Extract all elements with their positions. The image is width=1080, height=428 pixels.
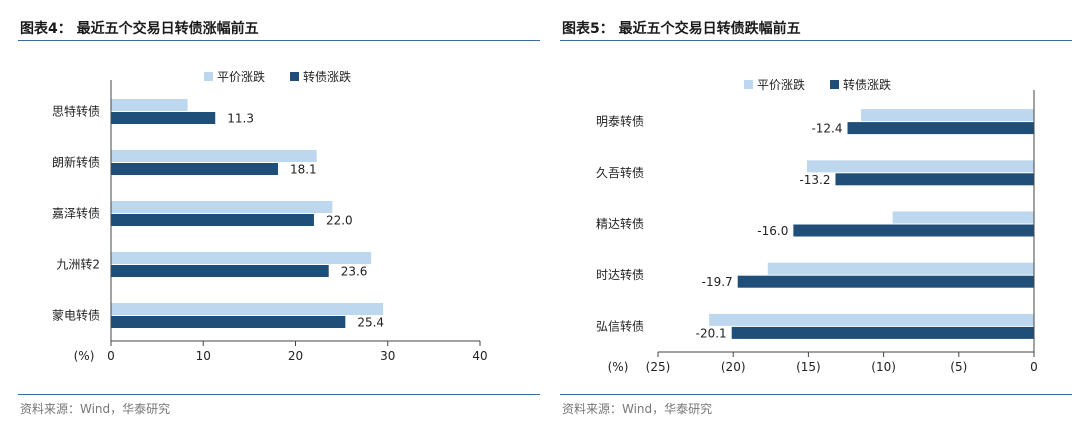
left-x-tick-label-1: 10 [196, 349, 211, 363]
right-bar-bond-3 [738, 276, 1034, 288]
right-x-tick-label-2: (15) [796, 360, 821, 374]
right-x-tick-label-4: (5) [950, 360, 967, 374]
left-x-tick-label-0: 0 [107, 349, 115, 363]
right-data-label-3: -19.7 [702, 275, 733, 289]
left-chart-panel: 图表4： 最近五个交易日转债涨幅前五 平价涨跌 转债涨跌思特转债 11.3 朗新转债 1… [18, 0, 540, 428]
right-data-label-1: -13.2 [799, 173, 830, 187]
right-legend-swatch-1 [830, 80, 839, 89]
left-category-label-3: 九洲转2 [56, 257, 100, 272]
left-legend-swatch-1 [290, 72, 299, 81]
right-category-label-3: 时达转债 [596, 267, 644, 282]
left-data-label-1: 18.1 [290, 163, 317, 177]
left-bar-parity-4 [111, 303, 383, 315]
left-data-label-2: 22.0 [326, 214, 353, 228]
right-source-divider [560, 394, 1072, 395]
left-bar-parity-0 [111, 99, 188, 111]
right-category-label-2: 精达转债 [596, 216, 644, 231]
left-unit-label: (%) [74, 349, 95, 363]
left-legend-label-1: 转债涨跌 [303, 69, 351, 84]
left-category-label-1: 朗新转债 [52, 155, 100, 170]
right-data-label-2: -16.0 [757, 224, 788, 238]
left-legend-label-0: 平价涨跌 [217, 69, 265, 84]
left-bar-parity-3 [111, 252, 371, 264]
right-bar-bond-2 [793, 225, 1034, 237]
left-category-label-4: 蒙电转债 [52, 308, 100, 323]
right-x-tick-label-0: (25) [646, 360, 671, 374]
right-bar-parity-2 [893, 212, 1034, 224]
right-category-label-4: 弘信转债 [596, 318, 644, 333]
left-bar-bond-3 [111, 265, 329, 277]
left-legend-swatch-0 [204, 72, 213, 81]
left-bar-parity-1 [111, 150, 317, 162]
right-category-label-0: 明泰转债 [596, 114, 644, 129]
right-legend-label-0: 平价涨跌 [757, 77, 805, 92]
left-x-tick-label-2: 20 [288, 349, 303, 363]
left-source-divider [18, 394, 540, 395]
left-bar-bond-2 [111, 214, 314, 226]
left-bar-bond-4 [111, 316, 345, 328]
right-x-tick-label-1: (20) [721, 360, 746, 374]
left-bar-parity-2 [111, 201, 332, 213]
right-bar-bond-1 [835, 173, 1034, 185]
right-bar-bond-4 [732, 327, 1034, 339]
left-category-label-2: 嘉泽转债 [52, 206, 100, 221]
left-data-label-0: 11.3 [227, 112, 254, 126]
left-x-tick-label-3: 30 [380, 349, 395, 363]
right-category-label-1: 久吾转债 [596, 165, 644, 180]
right-chart-panel: 图表5： 最近五个交易日转债跌幅前五 平价涨跌 转债涨跌明泰转债 -12.4 久吾转债… [560, 0, 1072, 428]
right-bar-parity-1 [807, 160, 1034, 172]
right-legend-label-1: 转债涨跌 [843, 77, 891, 92]
right-x-tick-label-5: 0 [1030, 360, 1038, 374]
right-bar-parity-4 [709, 314, 1034, 326]
right-legend-swatch-0 [744, 80, 753, 89]
right-x-tick-label-3: (10) [871, 360, 896, 374]
right-bar-parity-3 [768, 263, 1034, 275]
left-data-label-4: 25.4 [357, 316, 384, 330]
left-x-tick-label-4: 40 [472, 349, 487, 363]
right-unit-label: (%) [608, 360, 629, 374]
right-bar-bond-0 [848, 122, 1034, 134]
right-data-label-4: -20.1 [696, 326, 727, 340]
left-title-divider [18, 40, 540, 41]
left-category-label-0: 思特转债 [52, 104, 100, 119]
left-source-note: 资料来源：Wind，华泰研究 [20, 400, 170, 417]
left-bar-bond-1 [111, 163, 278, 175]
right-chart-title: 图表5： 最近五个交易日转债跌幅前五 [562, 18, 801, 38]
left-bar-bond-0 [111, 112, 215, 124]
right-title-divider [560, 40, 1072, 41]
right-data-label-0: -12.4 [811, 122, 842, 136]
right-bar-parity-0 [861, 109, 1034, 121]
right-source-note: 资料来源：Wind，华泰研究 [562, 400, 712, 417]
left-chart-title: 图表4： 最近五个交易日转债涨幅前五 [20, 18, 259, 38]
left-data-label-3: 23.6 [341, 265, 368, 279]
